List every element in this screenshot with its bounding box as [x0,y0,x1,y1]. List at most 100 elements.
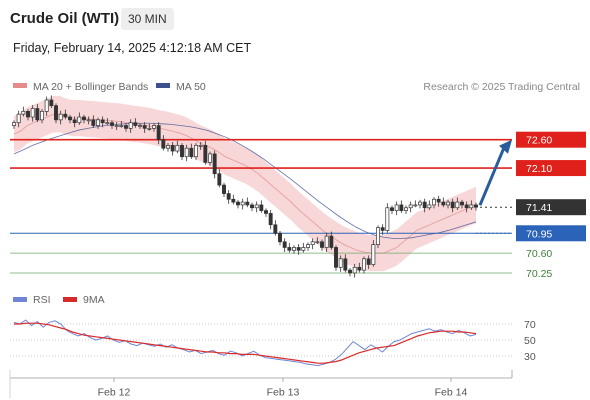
candle [282,241,287,248]
candle [100,119,105,124]
candle [166,145,170,149]
candle [156,125,161,141]
price-label-72.60: 72.60 [516,131,586,148]
candle [217,173,222,186]
candle [44,99,49,112]
legend-label-rsi: RSI [33,294,51,306]
candle [40,110,44,121]
candle [96,119,100,126]
candle [273,224,278,234]
candle [352,266,357,274]
candle [474,204,478,208]
candle [376,227,380,245]
instrument-title: Crude Oil (WTI) [10,10,120,27]
price-label-text: 70.60 [526,248,552,260]
candle [152,125,156,129]
candle [450,201,455,209]
price-label-text: 72.60 [526,135,552,147]
legend-swatch-ma50 [156,83,170,88]
price-label-text: 71.41 [526,202,552,214]
candle [12,122,16,126]
candle [296,247,301,251]
candle [180,145,184,158]
candle [114,125,119,127]
candle [226,193,231,200]
candle [236,201,240,206]
candle [189,147,194,158]
candle [460,201,464,206]
candle [427,204,432,209]
candle [306,244,310,248]
candle [35,108,40,121]
candle [138,125,142,127]
candle [390,207,394,211]
candle [119,125,124,127]
price-label-72.10: 72.10 [516,160,586,177]
candle [329,235,334,248]
candle [16,113,21,124]
candle [54,105,58,121]
candle [292,247,296,251]
legend-label-ma50: MA 50 [176,81,206,93]
candle [184,147,189,158]
candle [380,227,385,231]
candle [334,247,338,268]
candle [91,119,96,126]
rsi-tick-70: 70 [524,319,536,331]
candle [63,113,68,118]
price-label-text: 72.10 [526,163,552,175]
candle [250,204,254,209]
candle [161,139,166,149]
candle [82,116,86,121]
candle [86,119,91,122]
candle [264,210,268,214]
candle [49,99,54,107]
candle [147,128,152,130]
candle [413,204,418,207]
candle [170,145,175,152]
legend-swatch-rsi [13,297,27,302]
candle [338,258,343,268]
candle [142,125,147,129]
candle [408,204,413,209]
candle [175,145,180,152]
rsi-tick-30: 30 [524,351,536,363]
candle [441,201,446,206]
candle [124,125,128,129]
candle [198,145,203,147]
candle [287,247,292,251]
candle [394,204,399,211]
price-label-box [516,199,586,216]
credit-text: Research © 2025 Trading Central [423,81,580,93]
candle [208,153,212,163]
header-bar: Crude Oil (WTI) 30 MIN [0,0,590,38]
timeframe-button[interactable]: 30 MIN [121,8,174,30]
candle [254,204,259,209]
price-label-box [516,131,586,148]
candle [21,110,26,115]
ma20-line [13,113,477,254]
candle [404,207,408,211]
candle [455,201,460,209]
projection-arrowhead [499,139,512,154]
candle [446,201,450,206]
candle [469,204,474,209]
candle [418,201,422,206]
candle [203,145,208,163]
price-label-box [516,160,586,177]
candle [194,145,198,158]
candle [320,241,324,248]
candle [128,122,133,129]
candle [231,198,236,203]
ma50-line [13,122,477,239]
candle [464,204,469,209]
x-tick-feb-12: Feb 12 [98,386,131,398]
x-tick-feb-13: Feb 13 [267,386,300,398]
x-tick-feb-14: Feb 14 [435,386,468,398]
candle [268,213,273,226]
candle [58,113,63,121]
candle [362,258,366,271]
rsi-line [13,319,477,367]
candle [259,204,264,211]
